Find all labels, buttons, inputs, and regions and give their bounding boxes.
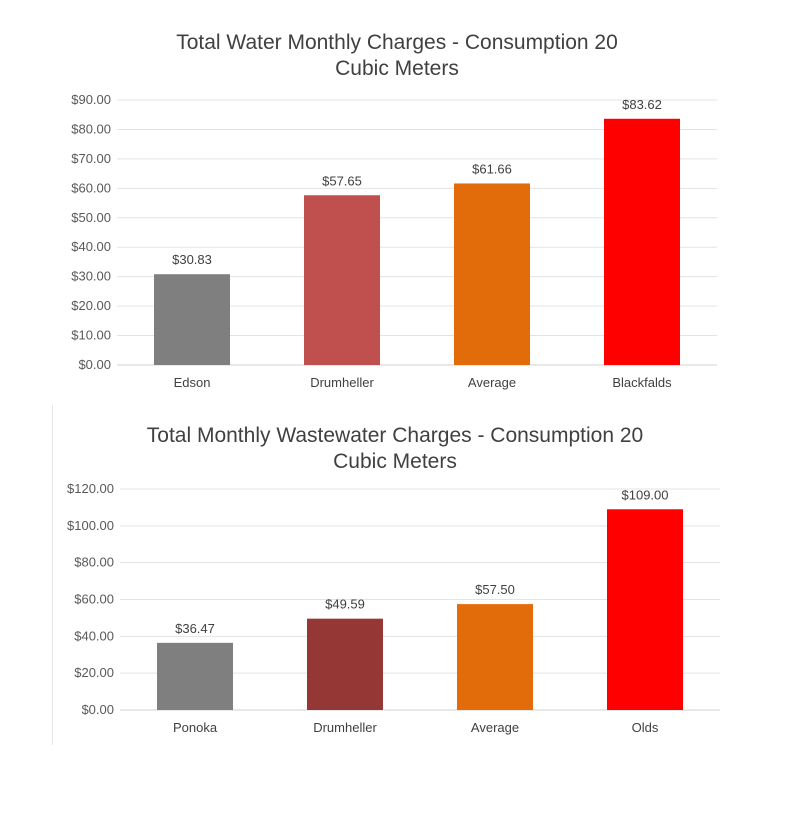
bar bbox=[307, 618, 383, 710]
chart-title-line-2: Cubic Meters bbox=[333, 450, 457, 473]
water-charges-plot: $0.00 $10.00 $20.00 $30.00 $40.00 $50.00 $60.0… bbox=[71, 92, 717, 390]
chart-title: Total Water Monthly Charges - Consumptio… bbox=[0, 30, 794, 82]
x-tick-label: Ponoka bbox=[173, 720, 218, 735]
x-tick-label: Drumheller bbox=[310, 375, 374, 390]
y-tick-label: $30.00 bbox=[71, 269, 111, 284]
y-tick-label: $60.00 bbox=[71, 180, 111, 195]
y-tick-label: $10.00 bbox=[71, 328, 111, 343]
data-label: $57.50 bbox=[475, 582, 515, 597]
y-tick-label: $80.00 bbox=[71, 121, 111, 136]
bar bbox=[607, 509, 683, 710]
y-tick-label: $20.00 bbox=[74, 665, 114, 680]
data-label: $61.66 bbox=[472, 161, 512, 176]
chart-title-line-2: Cubic Meters bbox=[335, 57, 459, 80]
y-tick-label: $70.00 bbox=[71, 151, 111, 166]
bar bbox=[157, 642, 233, 710]
y-tick-label: $40.00 bbox=[71, 239, 111, 254]
bar bbox=[154, 274, 230, 365]
bar bbox=[604, 118, 680, 365]
y-tick-label: $20.00 bbox=[71, 298, 111, 313]
y-tick-label: $120.00 bbox=[67, 481, 114, 496]
y-tick-label: $100.00 bbox=[67, 518, 114, 533]
y-tick-label: $0.00 bbox=[78, 357, 111, 372]
y-tick-label: $0.00 bbox=[81, 702, 114, 717]
data-label: $83.62 bbox=[622, 97, 662, 112]
data-label: $30.83 bbox=[172, 252, 212, 267]
x-tick-label: Edson bbox=[174, 375, 211, 390]
data-label: $57.65 bbox=[322, 173, 362, 188]
bar bbox=[454, 183, 530, 365]
bar bbox=[457, 604, 533, 710]
panel-divider bbox=[52, 405, 53, 745]
chart-title-line-1: Total Water Monthly Charges - Consumptio… bbox=[176, 31, 618, 54]
data-label: $109.00 bbox=[622, 487, 669, 502]
y-tick-label: $60.00 bbox=[74, 592, 114, 607]
x-tick-label: Average bbox=[471, 720, 519, 735]
x-tick-label: Blackfalds bbox=[612, 375, 672, 390]
bar bbox=[304, 195, 380, 365]
y-tick-label: $40.00 bbox=[74, 628, 114, 643]
chart-title-line-1: Total Monthly Wastewater Charges - Consu… bbox=[146, 424, 644, 447]
x-tick-label: Average bbox=[468, 375, 516, 390]
x-tick-label: Olds bbox=[632, 720, 659, 735]
y-tick-label: $90.00 bbox=[71, 92, 111, 107]
data-label: $36.47 bbox=[175, 621, 215, 636]
y-tick-label: $80.00 bbox=[74, 555, 114, 570]
water-charges-chart: Total Water Monthly Charges - Consumptio… bbox=[0, 0, 794, 405]
y-tick-label: $50.00 bbox=[71, 210, 111, 225]
chart-title: Total Monthly Wastewater Charges - Consu… bbox=[0, 423, 792, 475]
wastewater-charges-plot: $0.00 $20.00 $40.00 $60.00 $80.00 $100.00 $120… bbox=[67, 481, 720, 735]
x-tick-label: Drumheller bbox=[313, 720, 377, 735]
data-label: $49.59 bbox=[325, 597, 365, 612]
wastewater-charges-chart: Total Monthly Wastewater Charges - Consu… bbox=[0, 405, 794, 755]
